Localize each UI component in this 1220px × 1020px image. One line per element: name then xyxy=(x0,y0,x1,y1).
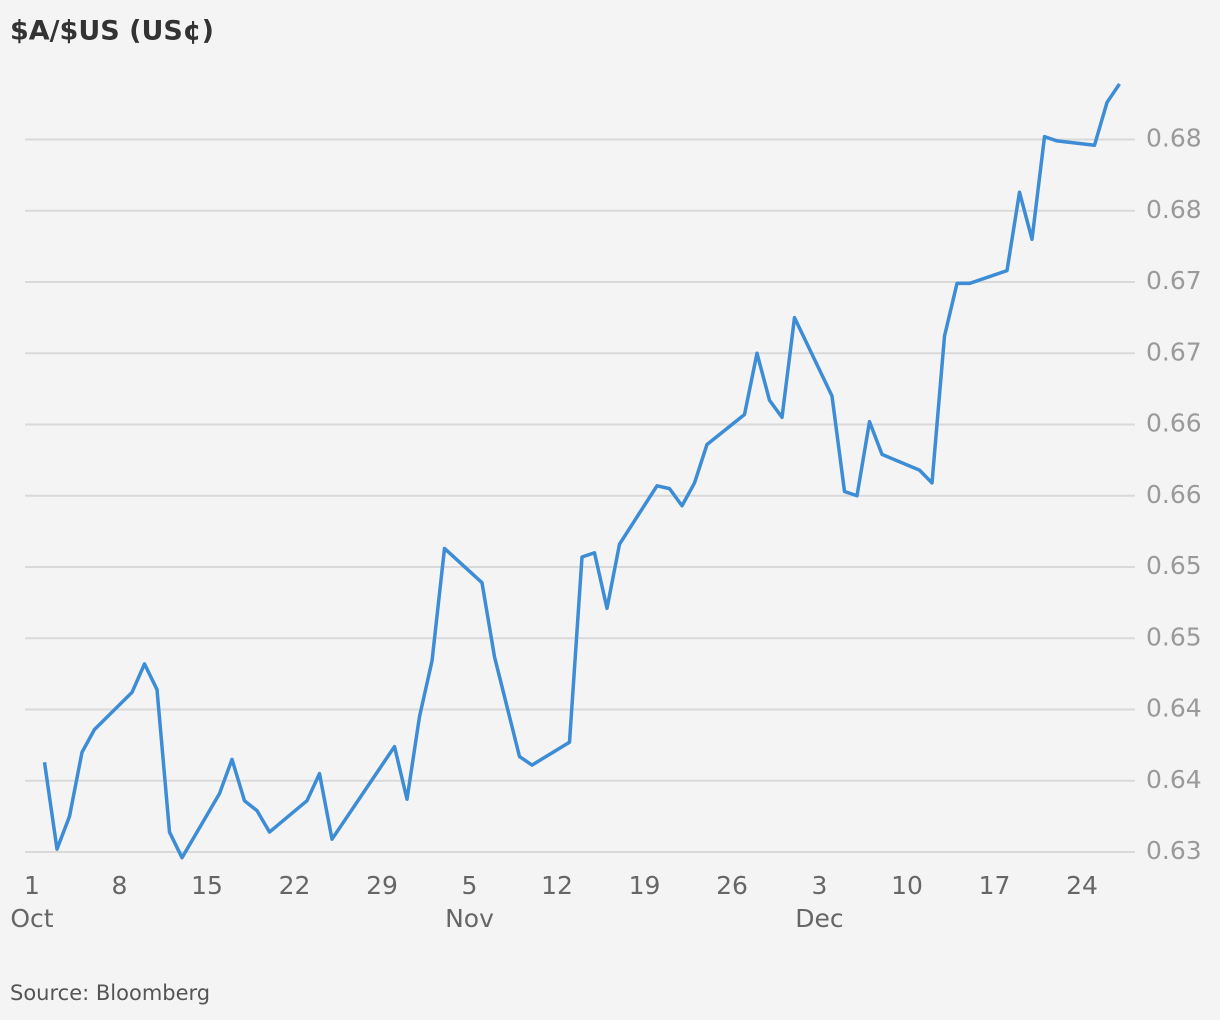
y-tick-label: 0.63 xyxy=(1146,836,1202,865)
x-month-label: Oct xyxy=(10,904,53,933)
x-tick-label: 1 xyxy=(24,871,40,900)
x-tick-label: 19 xyxy=(629,871,661,900)
x-month-label: Dec xyxy=(795,904,843,933)
chart-title: $A/$US (US¢) xyxy=(10,16,214,47)
x-tick-label: 10 xyxy=(891,871,923,900)
x-month-label: Nov xyxy=(445,904,494,933)
source: Source: Bloomberg xyxy=(10,981,210,1005)
x-tick-label: 5 xyxy=(462,871,478,900)
x-tick-label: 8 xyxy=(112,871,128,900)
x-tick-label: 17 xyxy=(979,871,1011,900)
x-tick-label: 22 xyxy=(279,871,311,900)
y-tick-label: 0.66 xyxy=(1146,409,1202,438)
y-tick-label: 0.65 xyxy=(1146,622,1202,651)
y-tick-label: 0.65 xyxy=(1146,551,1202,580)
x-tick-label: 12 xyxy=(541,871,573,900)
y-tick-label: 0.66 xyxy=(1146,480,1202,509)
y-tick-label: 0.64 xyxy=(1146,765,1202,794)
x-tick-label: 15 xyxy=(191,871,223,900)
y-tick-label: 0.67 xyxy=(1146,266,1202,295)
x-tick-label: 29 xyxy=(366,871,398,900)
x-tick-label: 26 xyxy=(716,871,748,900)
x-tick-label: 24 xyxy=(1066,871,1098,900)
y-tick-label: 0.68 xyxy=(1146,195,1202,224)
y-tick-label: 0.67 xyxy=(1146,337,1202,366)
line xyxy=(42,82,1121,860)
y-tick-label: 0.68 xyxy=(1146,124,1202,153)
y-tick-label: 0.64 xyxy=(1146,694,1202,723)
x-tick-label: 3 xyxy=(812,871,828,900)
